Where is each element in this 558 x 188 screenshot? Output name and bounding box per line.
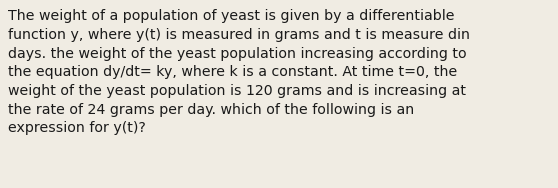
Text: The weight of a population of yeast is given by a differentiable
function y, whe: The weight of a population of yeast is g… [8, 9, 470, 135]
